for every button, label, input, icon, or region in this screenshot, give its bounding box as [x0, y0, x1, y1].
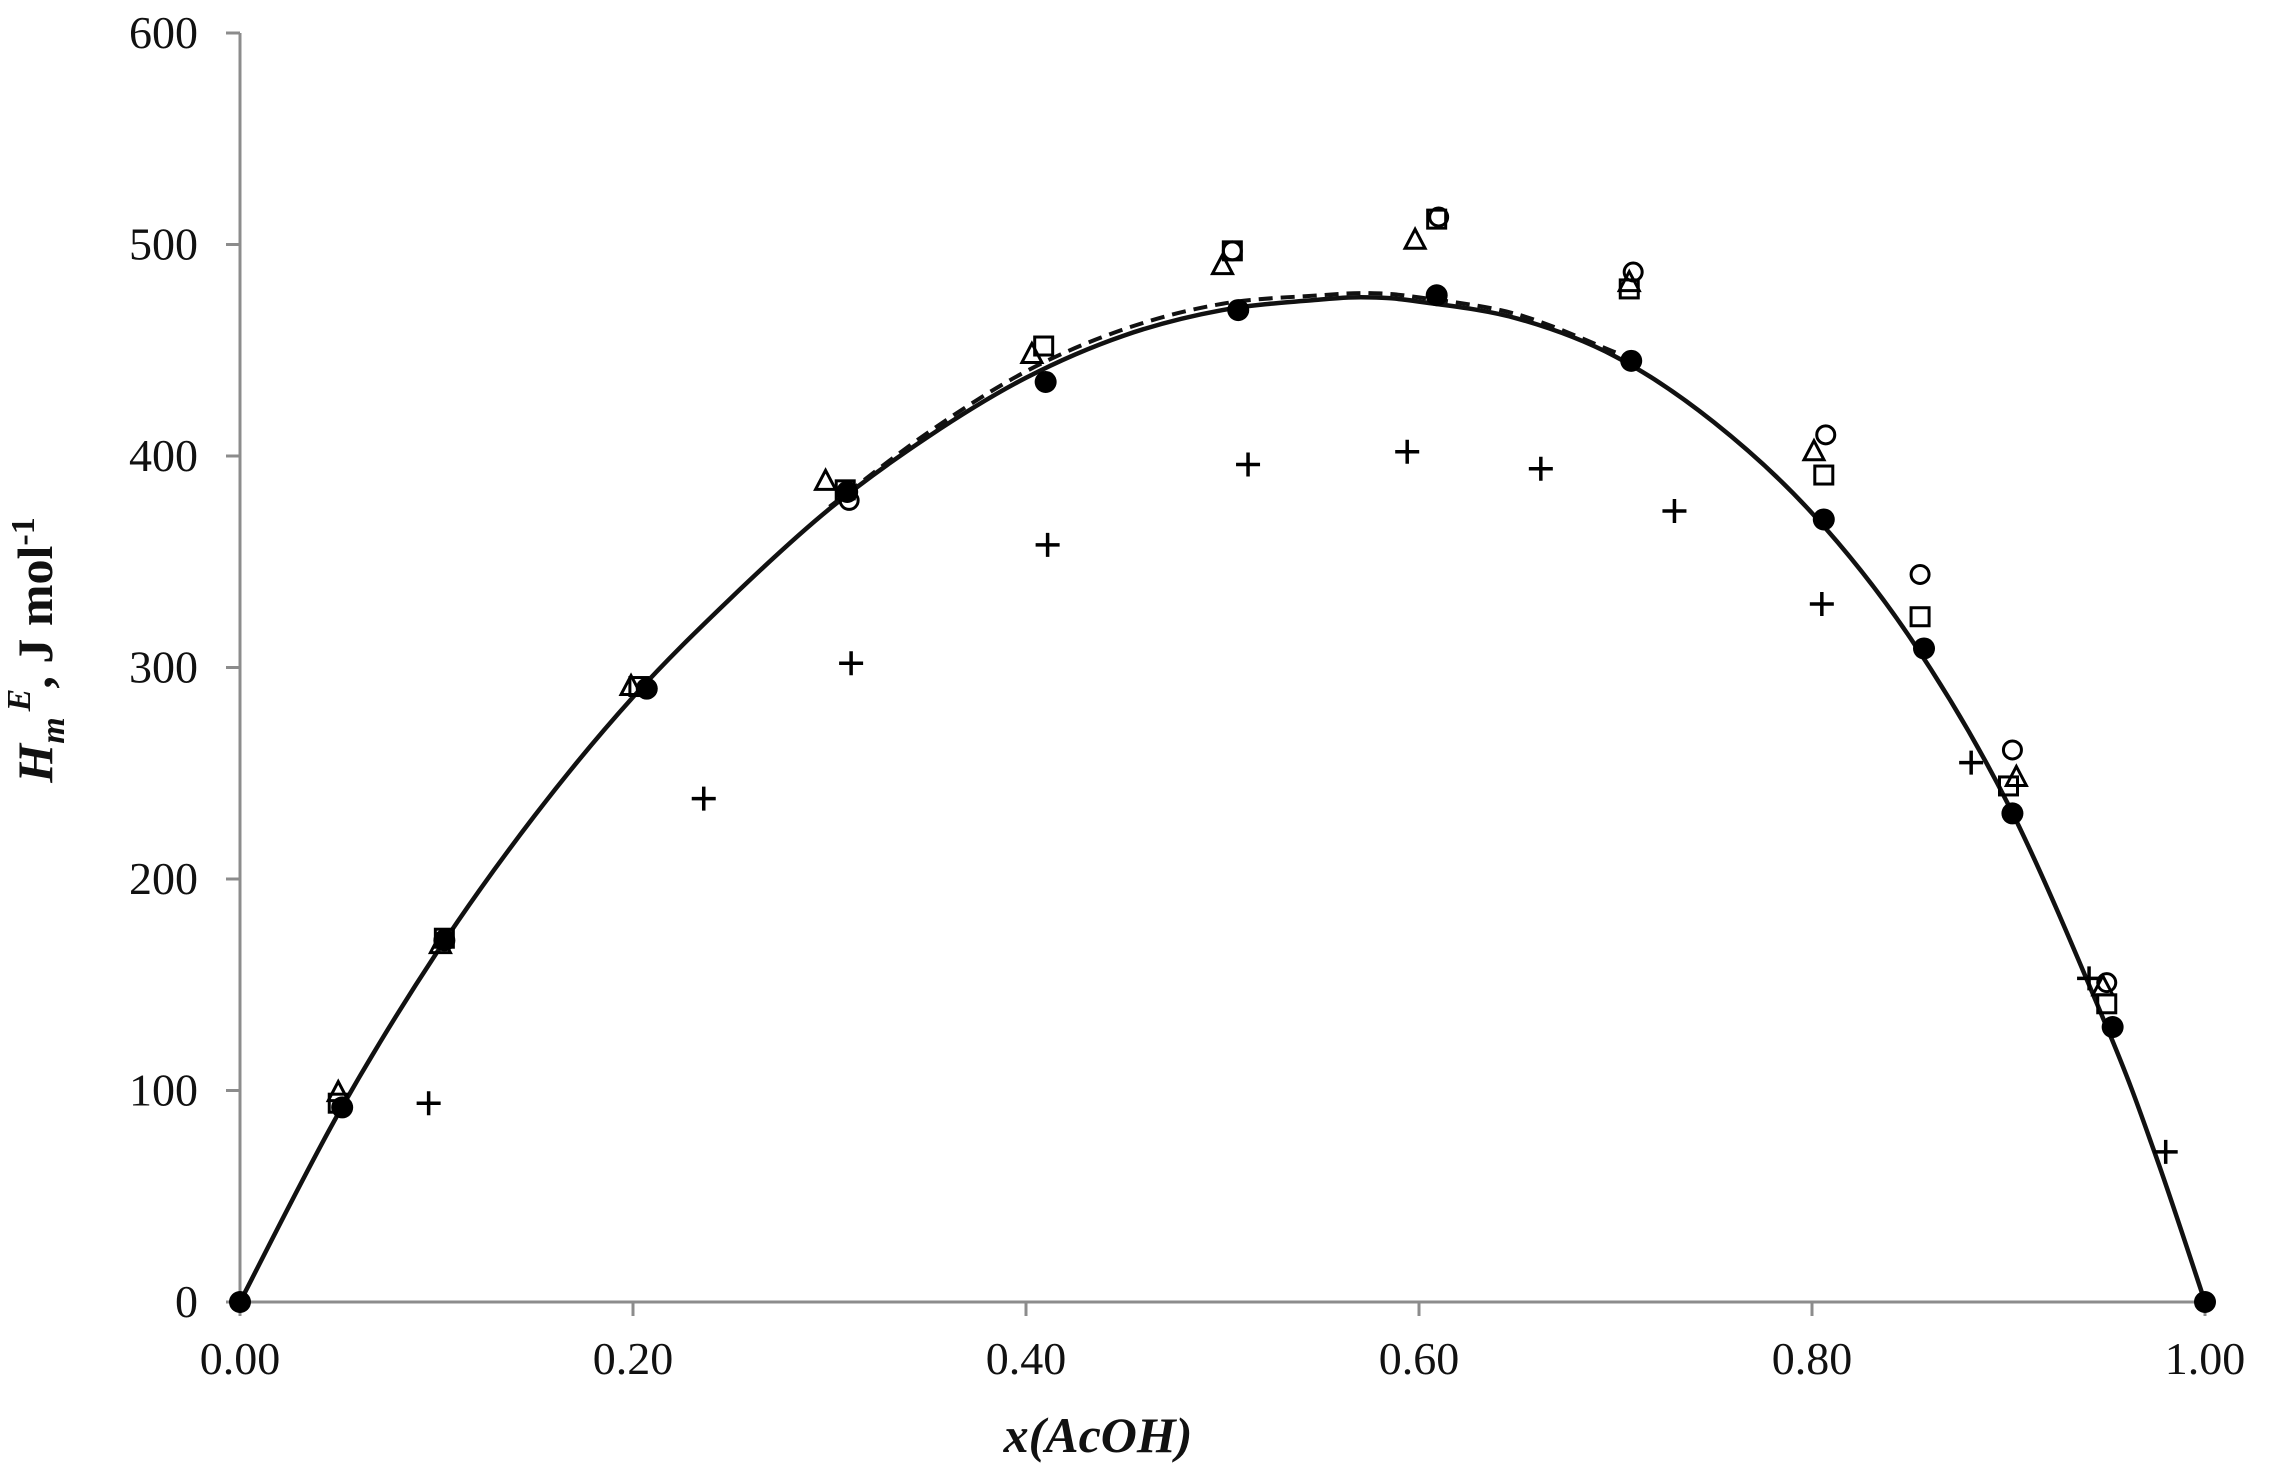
tick-labels: 0 100 200 300 400 500 600 0.00 0.20 0.40 0.60 0.80 1… — [129, 7, 2245, 1384]
data-point-plus — [1395, 439, 1420, 464]
data-point-open-triangle — [325, 1078, 351, 1103]
y-tick-label: 300 — [129, 642, 198, 693]
x-tick-label: 0.40 — [986, 1333, 1067, 1384]
data-point-plus — [691, 786, 716, 811]
y-tick-label: 200 — [129, 853, 198, 904]
data-point-plus — [1528, 456, 1553, 481]
data-point-filled-circle — [2001, 802, 2024, 825]
data-point-open-circle — [1909, 563, 1931, 585]
data-point-open-circle — [838, 489, 860, 511]
y-axis-title-sub: m — [35, 717, 72, 743]
data-point-open-triangle — [427, 930, 453, 955]
y-tick-label: 100 — [129, 1065, 198, 1116]
data-point-open-triangle — [813, 467, 839, 491]
fit-curve-dashed — [828, 291, 1617, 509]
data-point-open-triangle — [1210, 251, 1235, 276]
fit-curve-solid — [238, 295, 2208, 1304]
fit-curves — [238, 291, 2208, 1304]
data-point-open-triangle — [2003, 763, 2029, 787]
data-point-plus — [2077, 966, 2102, 991]
data-point-open-circle — [1221, 240, 1243, 262]
data-point-plus — [1035, 532, 1060, 557]
data-point-filled-circle — [1620, 349, 1643, 372]
data-point-open-square — [433, 927, 455, 949]
y-axis-title-unit: , J mol — [7, 546, 63, 689]
data-point-filled-circle — [229, 1291, 251, 1313]
data-point-open-square — [1221, 240, 1243, 262]
data-point-open-triangle — [618, 672, 644, 697]
data-point-open-square — [1813, 464, 1835, 486]
data-point-filled-circle — [1812, 508, 1835, 531]
x-tick-label: 0.80 — [1772, 1333, 1853, 1384]
x-tick-label: 1.00 — [2165, 1333, 2246, 1384]
data-point-plus — [1236, 452, 1261, 477]
data-point-filled-circle — [1425, 284, 1448, 307]
data-point-open-circle — [1428, 206, 1450, 228]
data-point-open-triangle — [1019, 340, 1045, 364]
data-point-open-triangle — [1616, 268, 1642, 293]
data-point-plus — [2153, 1139, 2178, 1164]
data-point-plus — [416, 1091, 441, 1116]
y-axis-title-main: H — [7, 742, 63, 784]
y-tick-label: 500 — [129, 219, 198, 270]
x-tick-label: 0.60 — [1379, 1333, 1460, 1384]
data-point-plus — [839, 651, 864, 676]
data-point-filled-circle — [1227, 299, 1250, 322]
data-point-open-square — [1909, 606, 1931, 628]
data-point-open-triangle — [1402, 226, 1428, 250]
data-point-plus — [1662, 498, 1687, 523]
x-tick-label: 0.20 — [593, 1333, 674, 1384]
data-point-plus — [1809, 592, 1834, 617]
data-point-open-triangle — [1801, 437, 1827, 462]
y-tick-label: 400 — [129, 430, 198, 481]
data-point-open-circle — [2001, 739, 2023, 761]
y-axis-title-sup: E — [1, 689, 38, 713]
y-axis-title-unit-sup: -1 — [5, 517, 42, 545]
data-point-filled-circle — [2194, 1291, 2216, 1313]
data-point-open-square — [1426, 208, 1448, 230]
axes — [226, 31, 2207, 1316]
data-point-filled-circle — [1913, 637, 1936, 660]
y-tick-label: 600 — [129, 7, 198, 58]
x-tick-label: 0.00 — [200, 1333, 281, 1384]
x-axis-title: x(AcOH) — [1003, 1407, 1193, 1463]
y-axis-title: HmE, J mol-1 — [1, 517, 72, 783]
data-point-filled-circle — [2101, 1016, 2124, 1039]
data-point-filled-circle — [1034, 370, 1057, 393]
data-point-open-triangle — [2090, 972, 2116, 997]
data-point-open-square — [327, 1092, 349, 1114]
data-points — [229, 206, 2216, 1313]
y-tick-label: 0 — [175, 1276, 198, 1327]
data-point-plus — [1959, 750, 1984, 775]
data-point-open-circle — [1815, 424, 1837, 446]
